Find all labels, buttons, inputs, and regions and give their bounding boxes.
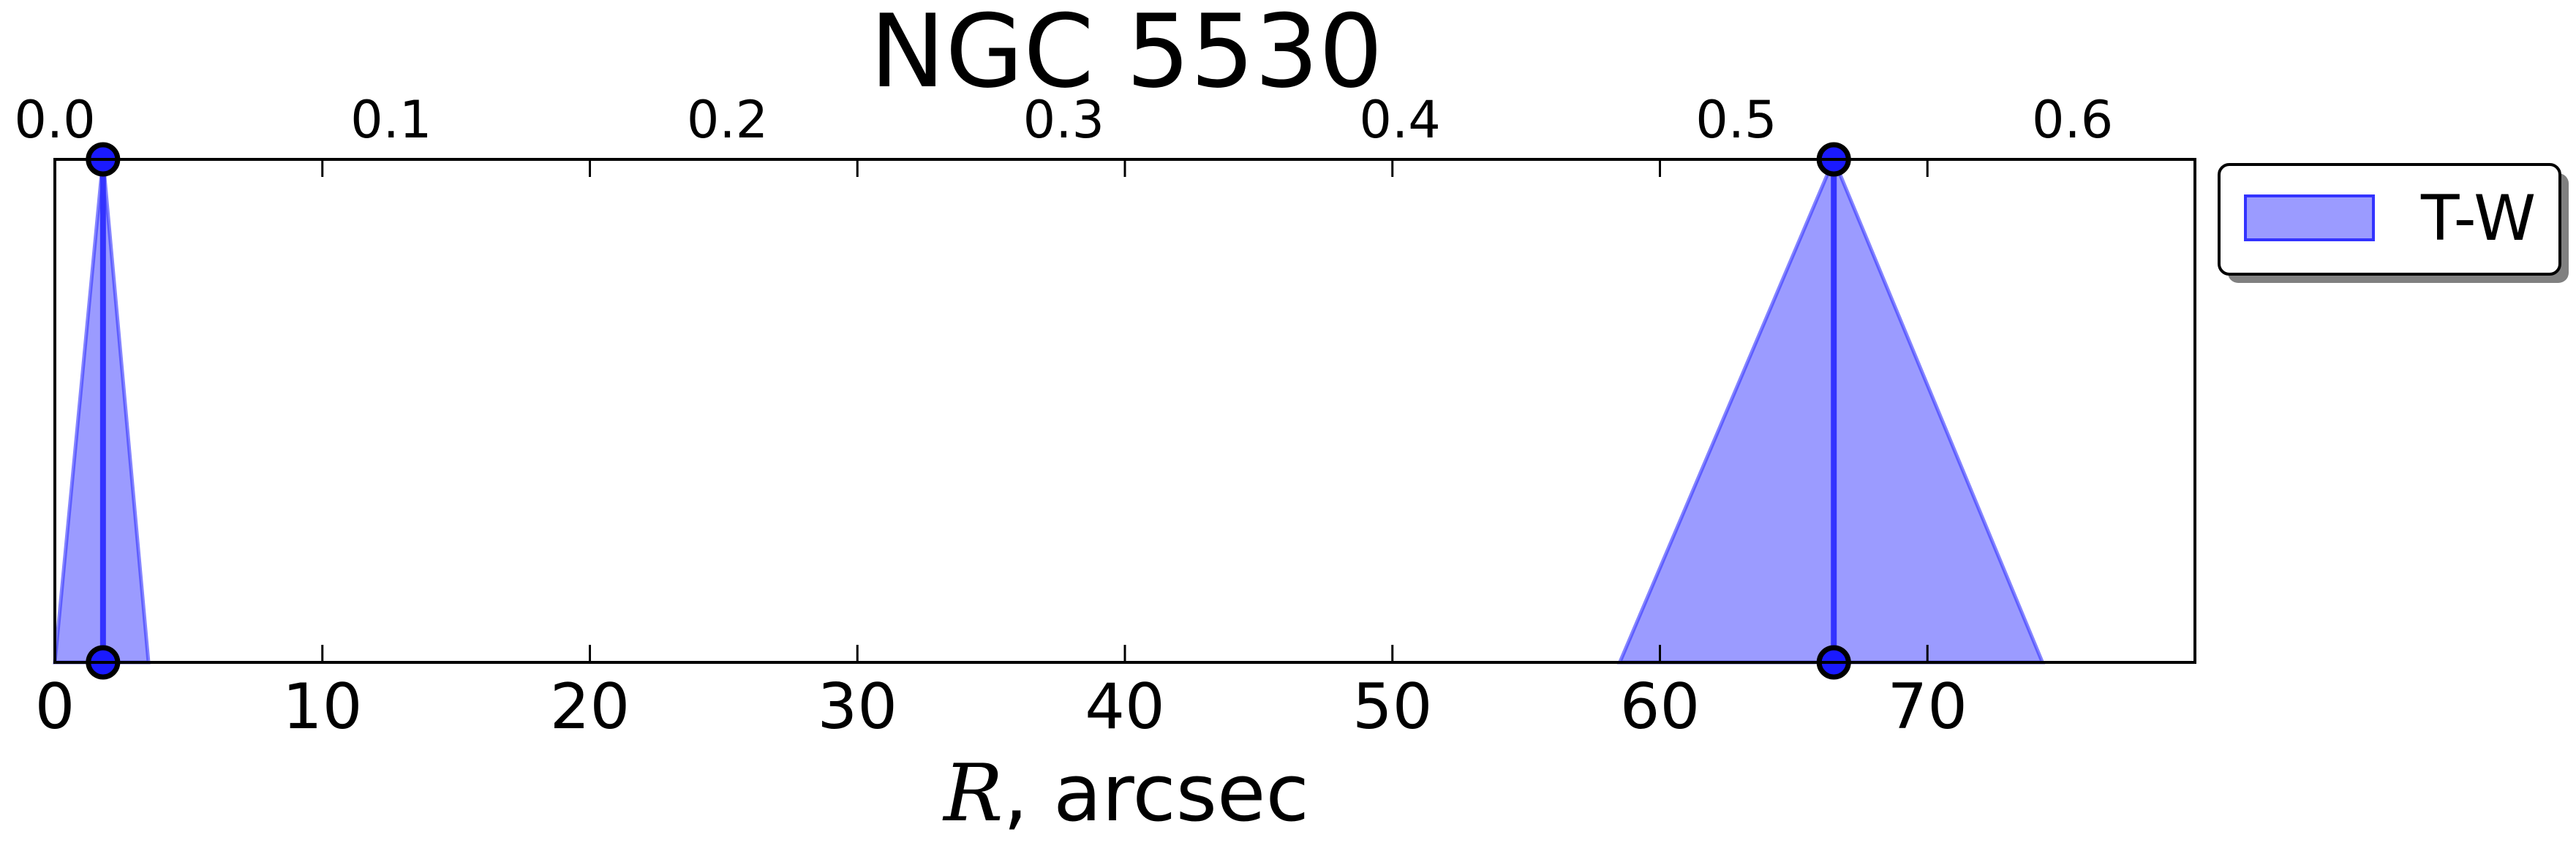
top-tick-label-2: 0.2 <box>687 90 768 150</box>
top-tick-label-4: 0.4 <box>1359 90 1440 150</box>
x-tick-label-4: 40 <box>1085 670 1164 744</box>
x-tick-label-6: 60 <box>1620 670 1700 744</box>
top-tick-label-3: 0.3 <box>1023 90 1104 150</box>
x-tick-label-7: 70 <box>1888 670 1967 744</box>
x-axis-top: 0.0 0.1 0.2 0.3 0.4 0.5 0.6 <box>14 90 2113 150</box>
chart-title: NGC 5530 <box>870 0 1383 110</box>
top-tick-label-1: 0.1 <box>350 90 432 150</box>
x-axis-label-symbol: R <box>942 748 1003 839</box>
x-axis-label-unit: , arcsec <box>1003 748 1308 839</box>
x-tick-label-2: 20 <box>550 670 630 744</box>
x-axis-bottom: 0 10 20 30 40 50 60 70 <box>35 159 1967 744</box>
x-tick-label-5: 50 <box>1352 670 1432 744</box>
legend: T-W <box>2218 163 2569 283</box>
x-axis-label: R, arcsec <box>942 748 1309 839</box>
data-regions <box>53 142 2046 680</box>
top-tick-label-5: 0.5 <box>1695 90 1777 150</box>
x-tick-label-3: 30 <box>818 670 897 744</box>
x-tick-label-1: 10 <box>282 670 362 744</box>
legend-swatch-t-w <box>2244 194 2375 241</box>
top-tick-label-0: 0.0 <box>14 90 95 150</box>
top-tick-label-6: 0.6 <box>2032 90 2113 150</box>
legend-box <box>2218 163 2561 276</box>
x-tick-label-0: 0 <box>35 670 75 744</box>
legend-entry-t-w: T-W <box>2420 182 2536 255</box>
